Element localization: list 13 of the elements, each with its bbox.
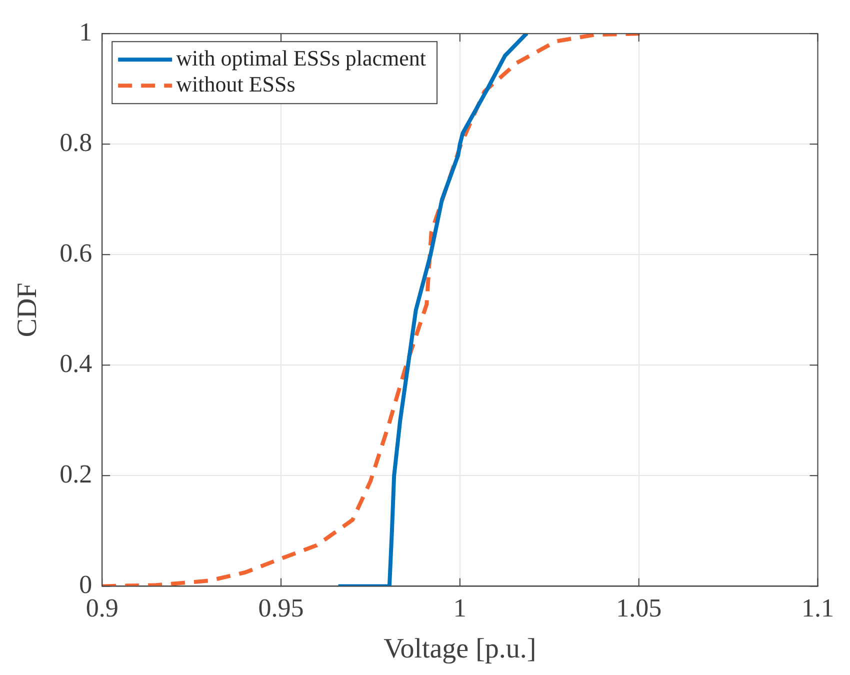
y-tick-label: 1: [79, 17, 92, 46]
legend-label: with optimal ESSs placment: [176, 45, 426, 70]
legend-label: without ESSs: [176, 71, 296, 96]
y-tick-label: 0.4: [60, 348, 92, 378]
x-tick-label: 1.05: [616, 594, 662, 623]
x-tick-label: 0.95: [258, 594, 304, 623]
y-axis-title: CDF: [12, 282, 44, 338]
x-axis-title: Voltage [p.u.]: [384, 634, 536, 665]
x-tick-label: 1.1: [802, 594, 834, 623]
y-tick-label: 0.2: [60, 460, 92, 489]
y-tick-label: 0.6: [60, 238, 92, 268]
x-tick-label: 1: [453, 594, 466, 623]
y-tick-label: 0.8: [60, 128, 92, 157]
